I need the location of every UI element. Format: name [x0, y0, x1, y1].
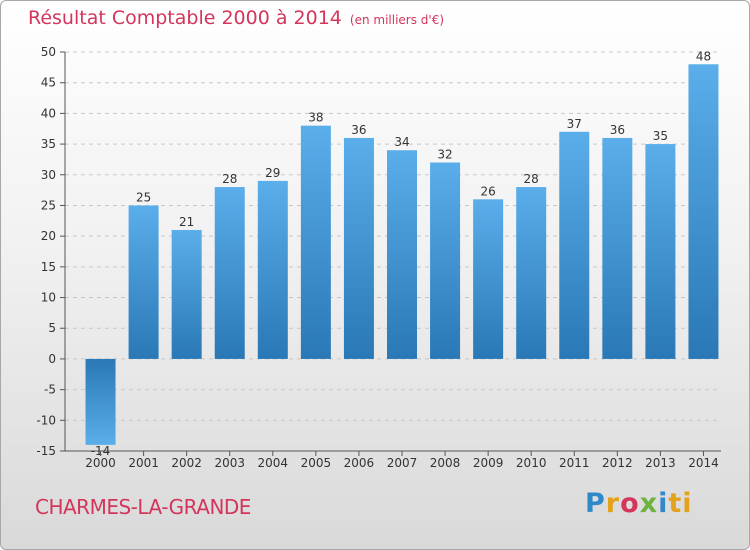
logo-letter: x [639, 488, 659, 519]
x-tick-label: 2005 [301, 456, 332, 470]
logo-letter: i [658, 488, 669, 519]
x-tick-label: 2002 [171, 456, 202, 470]
bar [387, 150, 417, 359]
data-label: 37 [567, 117, 582, 131]
x-tick-label: 2006 [344, 456, 375, 470]
bar [602, 137, 633, 359]
data-label: 38 [308, 111, 323, 125]
y-tick-label: 10 [41, 291, 56, 305]
x-tick-label: 2014 [688, 456, 719, 470]
title-text: Résultat Comptable 2000 à 2014 [28, 7, 342, 29]
proxiti-logo: Proxiti [585, 488, 693, 519]
y-tick-label: 0 [48, 352, 56, 366]
y-tick-label: 25 [41, 198, 56, 212]
bar [559, 131, 590, 359]
x-tick-label: 2012 [602, 456, 633, 470]
data-label: 28 [222, 172, 237, 186]
data-label: 48 [696, 49, 711, 63]
y-tick-label: 20 [41, 229, 56, 243]
y-tick-label: -10 [36, 413, 56, 427]
x-tick-label: 2003 [214, 456, 245, 470]
y-tick-label: 15 [41, 260, 56, 274]
subtitle-text: (en milliers d'€) [349, 13, 445, 27]
bar [473, 199, 504, 359]
y-tick-label: 45 [41, 76, 56, 90]
chart-title: Résultat Comptable 2000 à 2014 (en millie… [28, 7, 444, 29]
data-label: 32 [437, 147, 452, 161]
y-tick-label: 35 [41, 137, 56, 151]
bar [343, 137, 374, 359]
y-tick-label: 30 [41, 168, 56, 182]
bar [85, 358, 116, 445]
commune-name: CHARMES-LA-GRANDE [35, 495, 251, 519]
x-tick-label: 2008 [430, 456, 461, 470]
y-tick-label: -15 [36, 444, 56, 458]
y-tick-label: 50 [41, 45, 56, 59]
bar [300, 125, 331, 359]
data-label: 35 [653, 129, 668, 143]
data-label: -14 [91, 444, 111, 458]
y-tick-label: -5 [44, 383, 56, 397]
bar [171, 230, 202, 359]
data-label: 36 [351, 123, 366, 137]
bar [214, 187, 245, 359]
x-tick-label: 2010 [516, 456, 547, 470]
data-label: 26 [480, 184, 495, 198]
logo-letter: r [605, 488, 621, 519]
x-tick-label: 2000 [85, 456, 116, 470]
x-tick-label: 2004 [258, 456, 289, 470]
data-label: 29 [265, 166, 280, 180]
bar [257, 180, 288, 359]
bar [430, 162, 461, 359]
bar [516, 187, 547, 359]
x-tick-label: 2009 [473, 456, 504, 470]
data-label: 36 [610, 123, 625, 137]
logo-letter: P [585, 488, 606, 519]
logo-letter: ti [668, 488, 693, 519]
logo-letter: o [620, 488, 640, 519]
bar [688, 64, 719, 359]
y-tick-label: 40 [41, 106, 56, 120]
data-label: 25 [136, 190, 151, 204]
x-tick-label: 2011 [559, 456, 590, 470]
data-label: 28 [524, 172, 539, 186]
data-label: 34 [394, 135, 409, 149]
x-tick-label: 2007 [387, 456, 418, 470]
x-tick-label: 2013 [645, 456, 676, 470]
y-tick-label: 5 [48, 321, 56, 335]
x-tick-label: 2001 [128, 456, 159, 470]
bar [645, 144, 676, 359]
bar [128, 205, 159, 359]
data-label: 21 [179, 215, 194, 229]
